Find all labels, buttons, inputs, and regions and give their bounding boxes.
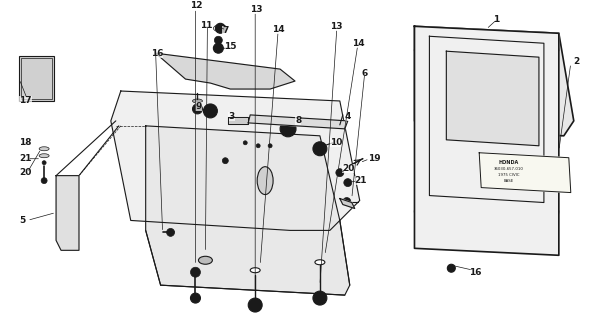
Circle shape <box>284 125 292 133</box>
Polygon shape <box>414 26 559 255</box>
Polygon shape <box>156 53 295 89</box>
Bar <box>21 58 52 99</box>
Text: 17: 17 <box>19 96 32 106</box>
Text: 14: 14 <box>352 39 364 48</box>
Text: BASE: BASE <box>504 179 514 183</box>
Text: 20: 20 <box>342 164 354 173</box>
Circle shape <box>215 36 222 44</box>
Polygon shape <box>446 51 539 146</box>
Circle shape <box>41 178 47 184</box>
Circle shape <box>251 301 259 309</box>
Circle shape <box>426 69 429 73</box>
Ellipse shape <box>315 260 325 265</box>
Circle shape <box>343 197 351 205</box>
Text: 3: 3 <box>228 112 235 121</box>
Circle shape <box>316 294 324 302</box>
Text: 15: 15 <box>224 42 237 51</box>
Circle shape <box>191 293 200 303</box>
Text: 13: 13 <box>250 5 263 14</box>
Circle shape <box>336 169 344 177</box>
Text: 12: 12 <box>191 1 203 10</box>
Polygon shape <box>111 91 360 230</box>
Circle shape <box>313 142 327 156</box>
Circle shape <box>215 23 225 33</box>
Circle shape <box>243 141 247 145</box>
Text: 8: 8 <box>295 116 301 125</box>
Text: 1: 1 <box>493 15 499 24</box>
Text: 4: 4 <box>345 112 351 121</box>
Circle shape <box>195 107 200 111</box>
Text: 13: 13 <box>330 22 342 31</box>
Ellipse shape <box>198 256 212 264</box>
Text: 20: 20 <box>19 168 32 177</box>
Text: 21: 21 <box>19 154 32 163</box>
Ellipse shape <box>39 147 49 151</box>
Text: 21: 21 <box>354 176 367 185</box>
Polygon shape <box>228 117 248 124</box>
Polygon shape <box>56 176 79 250</box>
Circle shape <box>64 232 70 238</box>
Polygon shape <box>340 198 355 209</box>
Polygon shape <box>479 153 571 193</box>
Circle shape <box>448 264 455 272</box>
Circle shape <box>207 108 214 115</box>
Polygon shape <box>248 115 348 129</box>
Text: 9: 9 <box>195 102 202 111</box>
Polygon shape <box>145 126 350 295</box>
Circle shape <box>191 267 200 277</box>
Circle shape <box>167 228 175 236</box>
Ellipse shape <box>257 167 273 195</box>
Text: 10: 10 <box>330 138 342 147</box>
Text: 16: 16 <box>151 49 163 58</box>
Circle shape <box>313 291 327 305</box>
Text: 16: 16 <box>469 268 482 277</box>
Circle shape <box>193 104 203 114</box>
Circle shape <box>256 144 260 148</box>
Text: 14: 14 <box>272 25 285 34</box>
Circle shape <box>203 104 218 118</box>
Circle shape <box>222 158 228 164</box>
Bar <box>19 56 54 101</box>
Ellipse shape <box>39 154 49 158</box>
Text: 18: 18 <box>19 138 32 147</box>
Circle shape <box>42 161 46 165</box>
Text: HONDA: HONDA <box>499 160 519 165</box>
Text: 7: 7 <box>222 26 229 35</box>
Ellipse shape <box>250 268 260 273</box>
Circle shape <box>248 298 262 312</box>
Circle shape <box>280 121 296 137</box>
Text: 2: 2 <box>573 57 579 66</box>
Circle shape <box>268 144 272 148</box>
Circle shape <box>213 43 224 53</box>
Circle shape <box>64 218 70 223</box>
Text: 6: 6 <box>362 68 368 78</box>
Text: 5: 5 <box>19 216 26 225</box>
Text: 11: 11 <box>200 21 213 30</box>
Ellipse shape <box>193 99 203 103</box>
Circle shape <box>344 179 352 187</box>
Circle shape <box>63 196 71 204</box>
Text: 1975 CIVIC: 1975 CIVIC <box>498 173 520 177</box>
Text: 19: 19 <box>368 154 380 163</box>
Text: 36030-657-010: 36030-657-010 <box>494 167 524 171</box>
Polygon shape <box>414 26 574 136</box>
